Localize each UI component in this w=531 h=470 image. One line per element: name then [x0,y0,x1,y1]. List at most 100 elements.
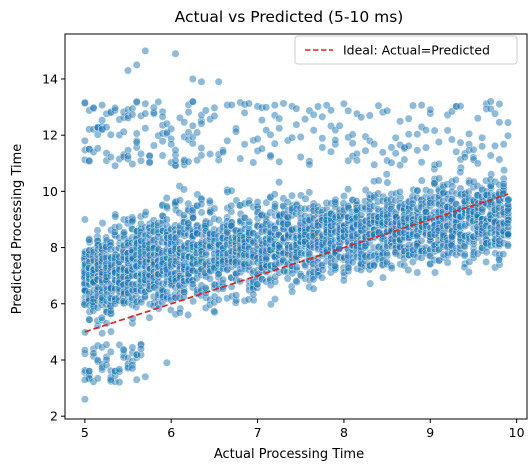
scatter-point [240,108,249,117]
scatter-point [266,300,275,309]
scatter-point [495,118,504,127]
scatter-point [482,248,491,256]
scatter-point [214,295,223,304]
scatter-point [119,127,128,136]
scatter-point [137,149,145,158]
scatter-point [119,345,128,354]
scatter-point [110,228,119,236]
scatter-point [80,136,89,145]
scatter-point [223,136,232,145]
scatter-point [162,358,171,367]
scatter-point [106,153,115,162]
scatter-point [495,100,504,108]
scatter-point [227,100,236,109]
legend-entry-ideal: Ideal: Actual=Predicted [343,43,490,58]
scatter-point [370,140,379,149]
scatter-point [456,168,465,177]
scatter-point [98,116,107,125]
scatter-point [85,367,94,376]
scatter-point [318,134,327,143]
scatter-point [292,263,301,272]
scatter-point [128,110,137,119]
scatter-point [301,115,310,124]
scatter-point [318,273,327,282]
scatter-point [305,188,314,197]
scatter-point [128,160,137,168]
scatter-point [149,103,158,112]
scatter-point [249,290,258,299]
scatter-point [408,199,417,208]
scatter-point [184,108,193,117]
scatter-point [93,374,102,383]
scatter-point [275,178,284,187]
scatter-point [180,288,189,297]
scatter-point [464,268,473,276]
scatter-point [102,355,111,364]
scatter-point [253,280,262,289]
scatter-point [162,119,171,128]
scatter-point [430,126,439,135]
y-tick-label: 10 [42,184,58,199]
scatter-point [128,217,137,226]
scatter-point [460,153,469,162]
scatter-point [158,137,167,146]
scatter-point [271,295,279,304]
scatter-point [107,327,115,336]
scatter-point [197,77,206,86]
scatter-point [365,111,374,120]
y-tick-label: 14 [42,71,58,86]
scatter-point [344,264,353,272]
scatter-point [473,159,482,168]
scatter-point [162,202,171,211]
scatter-point [154,97,163,106]
scatter-point [339,276,348,285]
y-tick-label: 8 [50,240,58,255]
scatter-point [249,158,258,167]
scatter-point [106,347,115,356]
scatter-point [80,395,89,404]
scatter-point [395,187,404,196]
scatter-point [124,152,132,161]
scatter-point [504,241,512,250]
scatter-point [132,375,141,384]
scatter-point [184,157,193,166]
scatter-point [266,130,275,139]
chart-title: Actual vs Predicted (5-10 ms) [175,8,404,26]
scatter-point [184,311,193,319]
scatter-point [413,186,422,195]
x-axis-label: Actual Processing Time [214,447,364,462]
scatter-point [473,114,482,123]
scatter-point [240,140,249,149]
scatter-point [434,138,443,146]
scatter-point [227,186,236,195]
scatter-point [482,258,491,266]
scatter-point [314,102,322,111]
scatter-point [435,174,444,183]
scatter-point [132,60,141,69]
scatter-point [106,130,115,139]
scatter-point [201,106,210,115]
scatter-points-layer [80,46,513,404]
legend: Ideal: Actual=Predicted [294,35,518,65]
scatter-point [89,349,98,358]
scatter-point [331,198,340,206]
scatter-point [288,191,296,200]
scatter-point [270,139,279,148]
scatter-point [352,156,361,165]
scatter-point [465,129,474,138]
scatter-point [132,129,141,138]
scatter-point [80,346,89,355]
scatter-point [275,124,284,133]
scatter-point [305,160,314,169]
scatter-point [318,143,327,152]
scatter-point [158,151,167,160]
scatter-point [180,185,188,194]
scatter-point [486,151,495,160]
scatter-point [257,144,266,153]
scatter-point [417,176,426,185]
scatter-point [189,297,198,306]
scatter-point [141,46,150,55]
scatter-point [102,123,111,132]
